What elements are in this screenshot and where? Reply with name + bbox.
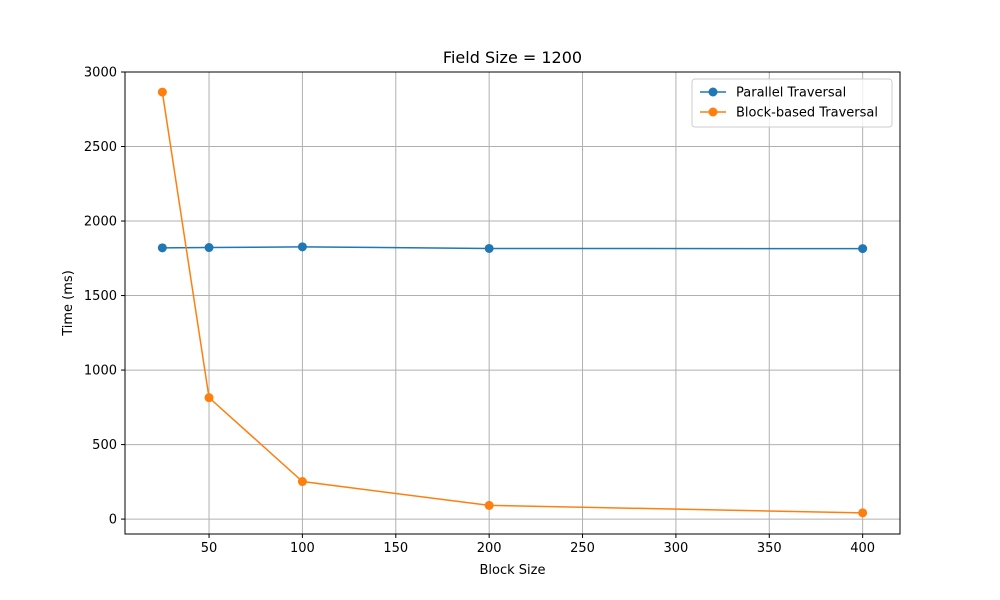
data-point <box>484 500 494 510</box>
x-tick-label: 300 <box>663 541 688 556</box>
data-point <box>297 477 307 487</box>
x-tick-label: 250 <box>570 541 595 556</box>
data-point <box>484 243 494 253</box>
x-axis-label: Block Size <box>480 563 546 578</box>
data-point <box>157 87 167 97</box>
series-1 <box>157 242 868 254</box>
y-tick-label: 3000 <box>84 66 117 81</box>
y-tick-label: 500 <box>92 438 117 453</box>
x-tick-label: 50 <box>201 541 218 556</box>
axis-ticks: 50 100 150 200 250 300 350 400 0 500 1000 1500 2000 2… <box>84 66 875 557</box>
data-point <box>157 243 167 253</box>
data-point <box>858 508 868 518</box>
x-tick-label: 350 <box>757 541 782 556</box>
data-point <box>204 243 214 253</box>
y-tick-label: 0 <box>109 513 117 528</box>
y-axis-label: Time (ms) <box>61 270 76 337</box>
x-tick-label: 150 <box>383 541 408 556</box>
legend-entry: Block-based Traversal <box>736 106 878 121</box>
y-tick-label: 2000 <box>84 215 117 230</box>
data-point <box>858 244 868 254</box>
plot-frame <box>124 71 901 535</box>
y-tick-label: 1000 <box>84 364 117 379</box>
series-layer <box>157 87 868 518</box>
x-tick-label: 200 <box>477 541 502 556</box>
series-2 <box>157 87 868 518</box>
data-point <box>297 242 307 252</box>
legend-entry: Parallel Traversal <box>736 86 846 101</box>
y-tick-label: 2500 <box>84 140 117 155</box>
chart-title: Field Size = 1200 <box>443 48 582 67</box>
legend-swatch-marker <box>708 107 718 117</box>
legend: Parallel Traversal Block-based Traversal <box>691 78 893 128</box>
legend-box <box>691 78 893 128</box>
x-tick-label: 400 <box>850 541 875 556</box>
y-tick-label: 1500 <box>84 289 117 304</box>
x-tick-label: 100 <box>290 541 315 556</box>
data-point <box>204 393 214 403</box>
legend-swatch-marker <box>708 87 718 97</box>
